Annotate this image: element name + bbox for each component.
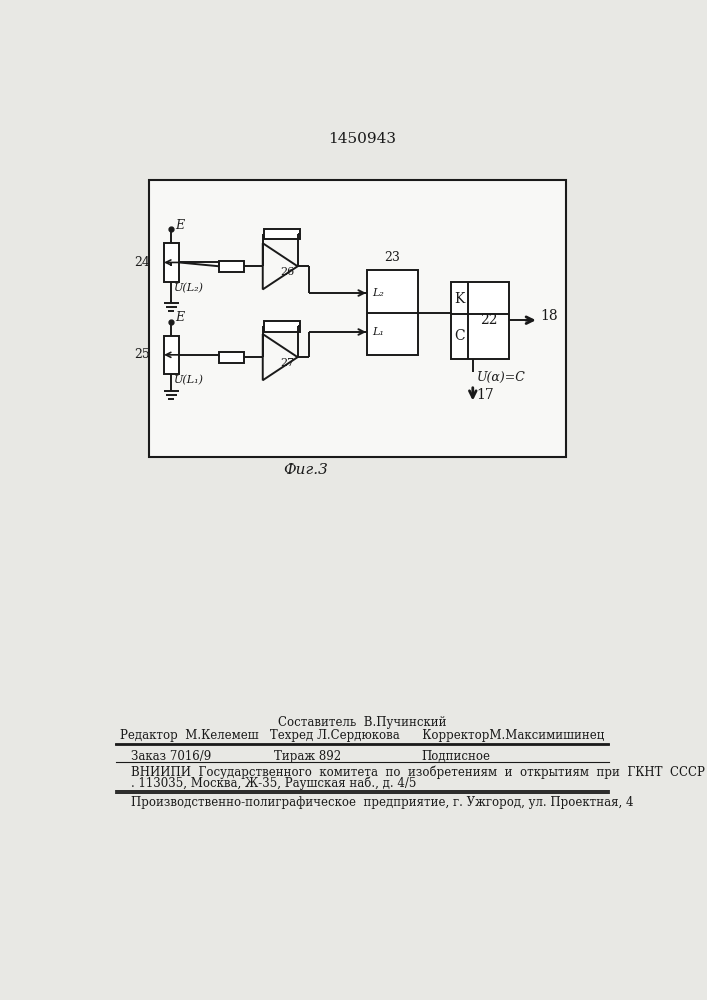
- Text: Фиг.3: Фиг.3: [283, 463, 328, 477]
- Text: L₂: L₂: [373, 288, 384, 298]
- Text: 27: 27: [280, 358, 294, 368]
- Text: U(L₂): U(L₂): [174, 283, 204, 293]
- Text: 1450943: 1450943: [328, 132, 396, 146]
- Text: 24: 24: [134, 256, 151, 269]
- Text: Заказ 7016/9: Заказ 7016/9: [131, 750, 211, 763]
- Text: E: E: [175, 219, 185, 232]
- Text: 26: 26: [280, 267, 294, 277]
- Text: E: E: [175, 311, 185, 324]
- Bar: [368, 270, 418, 355]
- Text: Подписное: Подписное: [421, 750, 491, 763]
- Text: Производственно-полиграфическое  предприятие, г. Ужгород, ул. Проектная, 4: Производственно-полиграфическое предприя…: [131, 796, 633, 809]
- Text: 25: 25: [134, 348, 151, 361]
- Bar: [264, 229, 300, 239]
- Text: U(L₁): U(L₁): [174, 375, 204, 385]
- Bar: [163, 336, 179, 374]
- Text: Редактор  М.Келемеш   Техред Л.Сердюкова      КорректорМ.Максимишинец: Редактор М.Келемеш Техред Л.Сердюкова Ко…: [119, 730, 604, 742]
- Bar: [219, 261, 244, 272]
- Bar: [451, 282, 509, 359]
- Text: K: K: [455, 292, 464, 306]
- Text: 22: 22: [480, 313, 498, 327]
- Text: 17: 17: [477, 388, 494, 402]
- Bar: [163, 243, 179, 282]
- Bar: [264, 321, 300, 332]
- Text: C: C: [455, 329, 465, 343]
- Text: 23: 23: [385, 251, 400, 264]
- Text: Составитель  В.Пучинский: Составитель В.Пучинский: [278, 716, 446, 729]
- Text: 18: 18: [540, 309, 558, 323]
- Text: U(α)=C: U(α)=C: [477, 371, 525, 384]
- Text: . 113035, Москва, Ж-35, Раушская наб., д. 4/5: . 113035, Москва, Ж-35, Раушская наб., д…: [131, 777, 416, 790]
- Bar: [219, 352, 244, 363]
- Text: L₁: L₁: [373, 327, 384, 337]
- Bar: [149, 180, 566, 457]
- Text: Тираж 892: Тираж 892: [274, 750, 341, 763]
- Text: ВНИИПИ  Государственного  комитета  по  изобретениям  и  открытиям  при  ГКНТ  С: ВНИИПИ Государственного комитета по изоб…: [131, 765, 705, 779]
